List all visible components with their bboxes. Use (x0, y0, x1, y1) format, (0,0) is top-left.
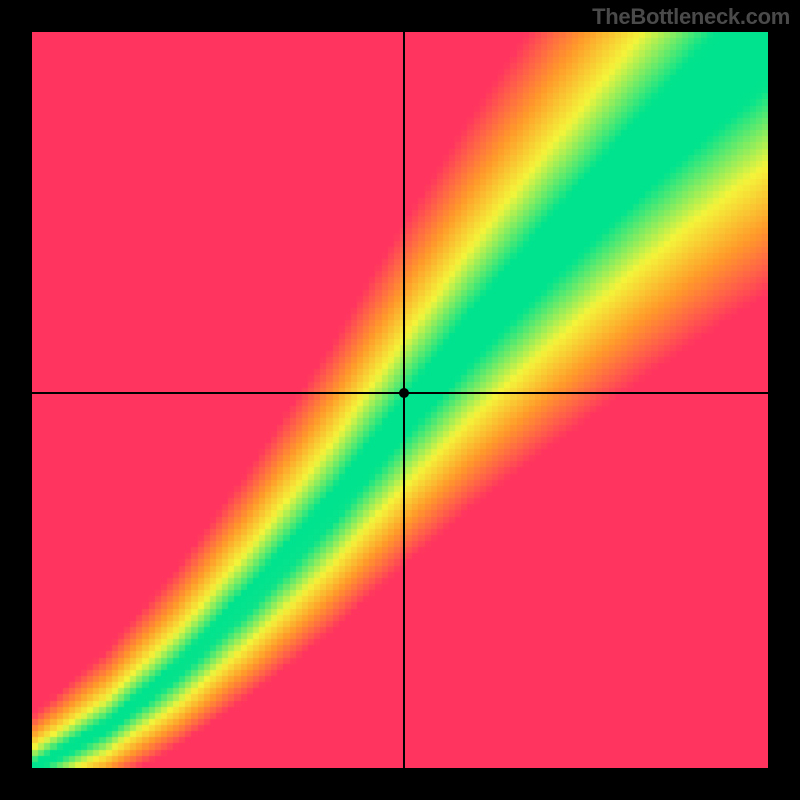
heatmap-plot-area (32, 32, 768, 768)
crosshair-marker-dot (399, 388, 409, 398)
watermark-text: TheBottleneck.com (592, 4, 790, 30)
crosshair-vertical (403, 32, 405, 768)
heatmap-canvas (32, 32, 768, 768)
chart-container: TheBottleneck.com (0, 0, 800, 800)
